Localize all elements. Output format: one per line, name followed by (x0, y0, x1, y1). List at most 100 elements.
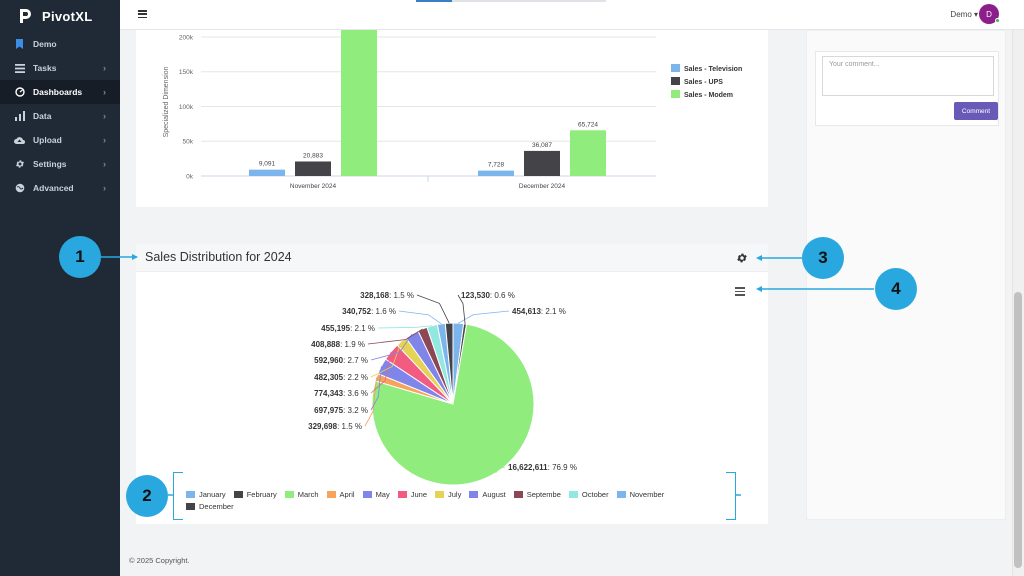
legend-item-february[interactable]: February (233, 490, 277, 499)
bar-chart-card: 0k 50k 100k 150k 200k Specialized Dimension 9,… (136, 30, 768, 207)
legend-item-october[interactable]: October (568, 489, 609, 499)
pie-label-separator: : (343, 356, 347, 365)
comment-box: Your comment... Comment (815, 51, 999, 126)
y-axis-title: Specialized Dimension (163, 66, 170, 137)
y-tick-label: 50k (183, 139, 194, 146)
pie-label-separator: : (541, 307, 545, 316)
callout-3: 3 (802, 237, 844, 279)
pie-label-separator: : (343, 406, 347, 415)
pie-label-separator: : (343, 389, 347, 398)
avatar[interactable]: D (979, 4, 999, 24)
comment-button[interactable]: Comment (954, 102, 998, 120)
legend-label: April (339, 489, 355, 499)
comment-input[interactable]: Your comment... (822, 56, 994, 96)
pie-label-percent: 2.1 % (355, 324, 375, 333)
pie-data-label: 697,975: 3.2 % (314, 406, 368, 415)
pie-connector (377, 325, 433, 329)
upload-icon (14, 135, 25, 146)
legend-label: January (199, 489, 226, 499)
pie-chart-title: Sales Distribution for 2024 (145, 250, 292, 264)
legend-swatch (362, 490, 372, 498)
legend-item-june[interactable]: June (397, 489, 427, 499)
legend-swatch (435, 490, 444, 498)
legend-swatch (186, 502, 195, 510)
legend-item-december[interactable]: December (186, 502, 234, 511)
bar-sales-ups-1 (524, 150, 560, 176)
pie-label-value: 454,613 (512, 307, 541, 316)
gear-icon[interactable] (736, 252, 748, 264)
globe-icon (14, 183, 25, 194)
bar-sales-ups-0 (295, 161, 331, 176)
legend-item-november[interactable]: November (616, 490, 664, 499)
callout-1: 1 (59, 236, 101, 278)
pie-label-value: 482,305 (314, 373, 343, 382)
legend-swatch (671, 64, 680, 72)
legend-label: Septembe (526, 489, 561, 499)
legend-label: July (448, 489, 462, 499)
legend-swatch (284, 490, 294, 498)
sidebar-item-advanced[interactable]: Advanced › (0, 176, 120, 200)
bar-data-label: 9,091 (259, 161, 276, 168)
pie-label-value: 123,530 (461, 291, 490, 300)
sidebar-item-settings[interactable]: Settings › (0, 152, 120, 176)
pie-chart-card: Sales Distribution for 2024 454,613: 2.1… (136, 244, 768, 524)
pie-label-value: 774,343 (314, 389, 343, 398)
tab-strip[interactable] (416, 0, 606, 2)
legend-item-septembe[interactable]: Septembe (513, 489, 561, 499)
scrollbar-thumb[interactable] (1014, 292, 1022, 568)
legend-label: October (581, 489, 609, 499)
pie-data-label: 454,613: 2.1 % (512, 307, 566, 316)
legend-swatch (513, 490, 523, 498)
legend-item-july[interactable]: July (435, 490, 461, 499)
brand-name: PivotXL (42, 8, 93, 24)
pie-data-label: 774,343: 3.6 % (314, 389, 368, 398)
bar-data-label: 36,087 (532, 142, 552, 149)
bar-chart: 0k 50k 100k 150k 200k Specialized Dimension 9,… (163, 30, 742, 190)
sidebar-item-label: Tasks (33, 63, 57, 73)
legend-item-march[interactable]: March (284, 489, 319, 499)
pie-label-value: 592,960 (314, 356, 343, 365)
pie-label-value: 16,622,611 (508, 463, 548, 472)
pie-label-percent: 0.6 % (494, 291, 514, 300)
sidebar-item-dashboards[interactable]: Dashboards › (0, 80, 120, 104)
pie-data-label: 340,752: 1.6 % (342, 307, 396, 316)
pie-connector (370, 333, 413, 361)
hamburger-icon[interactable] (138, 10, 147, 19)
legend-item-may[interactable]: May (362, 490, 390, 499)
sidebar-item-upload[interactable]: Upload › (0, 128, 120, 152)
chevron-right-icon: › (103, 159, 106, 169)
y-tick-label: 0k (186, 174, 194, 181)
dashboard-icon (14, 87, 25, 98)
pie-label-percent: 3.2 % (348, 406, 368, 415)
pie-connector (370, 351, 392, 394)
pie-data-label: 455,195: 2.1 % (321, 324, 375, 333)
legend-item-august[interactable]: August (469, 490, 506, 499)
chevron-right-icon: › (103, 135, 106, 145)
user-menu[interactable]: Demo ▾ (950, 10, 978, 19)
y-tick-label: 100k (179, 104, 194, 111)
chart-menu-icon[interactable] (735, 287, 745, 296)
gear-icon (14, 159, 25, 170)
chevron-right-icon: › (103, 183, 106, 193)
pie-label-separator: : (371, 307, 375, 316)
sidebar-item-data[interactable]: Data › (0, 104, 120, 128)
brand[interactable]: PivotXL (0, 0, 120, 32)
legend-label: March (297, 489, 319, 499)
sidebar-item-demo[interactable]: Demo (0, 32, 120, 56)
legend-item-january[interactable]: January (186, 490, 226, 499)
bookmark-icon (14, 39, 25, 50)
sidebar-item-tasks[interactable]: Tasks › (0, 56, 120, 80)
bar-sales-television-0 (249, 169, 285, 176)
legend-label: Sales - UPS (684, 79, 723, 86)
pie-chart-header: Sales Distribution for 2024 (136, 244, 768, 272)
pie-label-percent: 2.2 % (348, 373, 368, 382)
pie-label-percent: 2.7 % (348, 356, 368, 365)
pie-data-label: 482,305: 2.2 % (314, 373, 368, 382)
pie-label-value: 697,975 (314, 406, 343, 415)
legend-label: June (410, 489, 427, 499)
pie-label-value: 455,195 (321, 324, 350, 333)
pie-label-separator: : (350, 324, 354, 333)
legend-item-april[interactable]: April (326, 489, 355, 499)
online-status-dot (995, 18, 1000, 23)
footer-copyright: © 2025 Copyright. (129, 556, 190, 565)
